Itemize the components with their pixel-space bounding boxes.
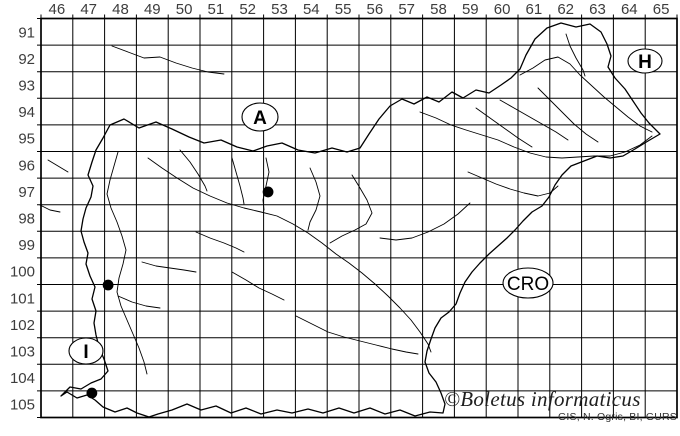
column-label: 63 <box>589 1 606 18</box>
row-label: 99 <box>18 237 35 254</box>
river-line <box>111 45 225 75</box>
column-label: 47 <box>80 1 97 18</box>
attribution-text: GIS, N. Ogris, BI, GURS <box>558 411 677 423</box>
occurrence-dot <box>102 279 114 291</box>
row-label: 92 <box>18 51 35 68</box>
occurrence-dot <box>262 186 274 198</box>
river-line <box>179 149 208 192</box>
country-label-hungary: H <box>638 52 652 73</box>
country-oval-italy <box>68 337 104 365</box>
row-label: 96 <box>18 157 35 174</box>
river-line <box>141 261 197 273</box>
column-label: 58 <box>430 1 447 18</box>
column-label: 56 <box>367 1 384 18</box>
river-line <box>565 33 586 77</box>
country-border-outline <box>60 22 661 418</box>
column-label: 65 <box>653 1 670 18</box>
river-line <box>117 295 161 309</box>
column-label: 53 <box>271 1 288 18</box>
column-label: 46 <box>49 1 66 18</box>
river-line <box>537 87 599 143</box>
row-label: 93 <box>18 78 35 95</box>
river-line <box>195 231 245 253</box>
river-line <box>467 171 559 197</box>
occurrence-dot <box>86 387 98 399</box>
country-oval-croatia <box>502 267 554 299</box>
river-line <box>419 111 653 159</box>
row-label: 97 <box>18 184 35 201</box>
copyright-watermark: ©Boletus informaticus <box>444 387 641 411</box>
river-line <box>499 99 569 141</box>
country-oval-hungary <box>627 48 663 74</box>
country-label-austria: A <box>253 108 267 129</box>
column-label: 52 <box>239 1 256 18</box>
country-oval-austria <box>241 102 279 132</box>
country-label-croatia: CRO <box>507 274 549 295</box>
river-line <box>39 204 61 213</box>
column-label: 48 <box>112 1 129 18</box>
column-label: 51 <box>208 1 225 18</box>
row-label: 95 <box>18 131 35 148</box>
column-label: 55 <box>335 1 352 18</box>
row-label: 101 <box>10 290 35 307</box>
river-line <box>147 157 432 353</box>
row-label: 91 <box>18 24 35 41</box>
column-label: 49 <box>144 1 161 18</box>
river-line <box>106 151 148 375</box>
row-label: 98 <box>18 211 35 228</box>
river-line <box>307 167 321 231</box>
column-label: 60 <box>494 1 511 18</box>
column-label: 64 <box>621 1 638 18</box>
river-line <box>262 157 270 211</box>
river-line <box>329 174 373 244</box>
river-line <box>47 159 69 173</box>
column-label: 57 <box>398 1 415 18</box>
country-label-italy: I <box>83 342 88 363</box>
column-label: 62 <box>557 1 574 18</box>
map-frame <box>40 17 678 419</box>
river-line <box>475 107 533 148</box>
row-label: 100 <box>10 264 35 281</box>
river-line <box>295 315 419 355</box>
column-label: 59 <box>462 1 479 18</box>
column-label: 54 <box>303 1 320 18</box>
river-line <box>231 271 285 301</box>
row-label: 103 <box>10 344 35 361</box>
row-label: 102 <box>10 317 35 334</box>
column-label: 50 <box>176 1 193 18</box>
row-label: 94 <box>18 104 35 121</box>
row-label: 105 <box>10 397 35 414</box>
column-label: 61 <box>526 1 543 18</box>
river-line <box>231 157 245 205</box>
river-line <box>519 56 653 133</box>
river-line <box>379 202 471 241</box>
row-label: 104 <box>10 370 35 387</box>
